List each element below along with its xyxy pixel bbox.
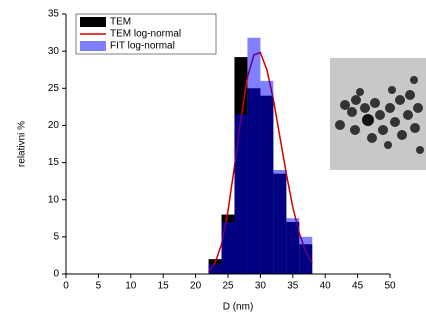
inset-image [330,58,426,170]
y-tick-label: 15 [48,157,60,168]
legend-label: TEM [110,17,131,28]
y-tick-label: 25 [48,83,60,94]
x-tick-label: 40 [320,281,332,292]
legend-label: FIT log-normal [110,41,175,52]
x-tick-label: 30 [255,281,267,292]
x-axis-label: D (nm) [223,302,254,313]
histogram-bar [273,170,287,274]
y-tick-label: 35 [48,9,60,20]
y-tick-label: 5 [53,231,59,242]
x-tick-label: 15 [158,281,170,292]
x-tick-label: 5 [96,281,102,292]
y-tick-label: 20 [48,120,60,131]
y-tick-label: 0 [53,269,59,280]
histogram-bar [221,222,235,274]
legend-swatch [80,41,106,51]
histogram-bar [260,80,274,274]
legend-swatch [80,17,106,27]
y-axis-label: relativni % [17,121,28,167]
histogram-bar [247,37,261,275]
x-tick-label: 20 [190,281,202,292]
x-tick-label: 50 [384,281,396,292]
x-tick-label: 25 [222,281,234,292]
y-tick-label: 30 [48,46,60,57]
histogram-bar [286,218,300,274]
histogram-bar [234,114,248,275]
legend-label: TEM log-normal [110,29,181,40]
y-tick-label: 10 [48,194,60,205]
histogram-bar [208,264,222,274]
x-tick-label: 10 [125,281,137,292]
x-tick-label: 45 [352,281,364,292]
histogram-bar [299,236,313,274]
x-tick-label: 35 [287,281,299,292]
x-tick-label: 0 [63,281,69,292]
